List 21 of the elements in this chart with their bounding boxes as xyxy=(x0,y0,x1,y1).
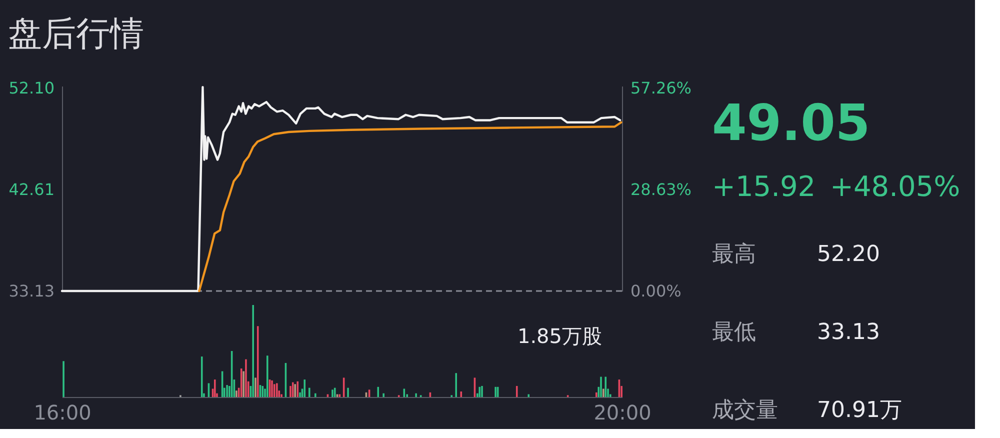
text: +15.92 xyxy=(712,170,816,203)
x-tick-label: 16:00 xyxy=(34,400,92,424)
chart-title: 盘后行情 xyxy=(8,14,144,54)
text: 49.05 xyxy=(712,94,870,152)
line-series xyxy=(198,121,622,292)
annotation: 1.85万股 xyxy=(517,324,602,348)
y2-tick-label: 0.00% xyxy=(630,282,682,300)
y-tick-label: 33.13 xyxy=(8,282,54,300)
text: 70.91万 xyxy=(817,398,902,423)
y-tick-label: 52.10 xyxy=(8,78,54,98)
line-series xyxy=(60,86,622,292)
text: 成交量 xyxy=(712,398,778,423)
x-tick-label: 20:00 xyxy=(594,400,652,424)
text: 33.13 xyxy=(817,320,880,345)
y2-tick-label: 57.26% xyxy=(630,78,692,98)
text: 最低 xyxy=(712,320,756,345)
text: +48.05% xyxy=(830,170,960,203)
y2-tick-label: 28.63% xyxy=(630,180,692,200)
text: 52.20 xyxy=(817,242,880,267)
y-tick-label: 42.61 xyxy=(8,180,54,200)
text: 最高 xyxy=(712,242,756,267)
